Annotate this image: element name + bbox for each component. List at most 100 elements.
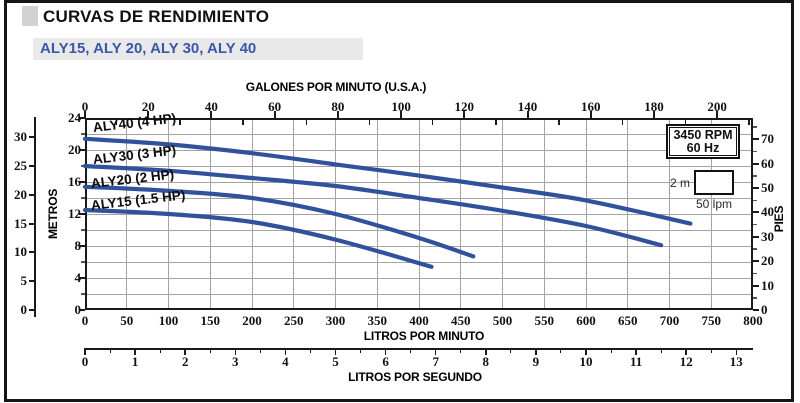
gpm-minor-tick [558, 120, 560, 125]
gpm-major-tick [147, 111, 150, 118]
gpm-tick-label: 80 [331, 99, 345, 114]
gpm-minor-tick [115, 120, 118, 125]
lpm-tick-label: 400 [409, 313, 429, 328]
lps-tick-label: 8 [482, 354, 490, 369]
gpm-minor-tick [495, 120, 497, 125]
metros-tick-label: 20 [68, 142, 81, 157]
curve-label-aly40: ALY40 (4 HP) [92, 110, 177, 135]
lps-major-tick [284, 348, 287, 355]
gpm-major-tick [652, 111, 655, 118]
gridline-horizontal [85, 165, 753, 167]
axis-title-gpm: GALONES POR MINUTO (U.S.A.) [245, 80, 427, 94]
metros-minor-tick [81, 261, 85, 263]
lpm-tick-label: 350 [367, 313, 388, 328]
gpm-major-tick [336, 111, 339, 118]
metros-major-tick [79, 181, 85, 183]
lps-major-tick [134, 348, 136, 355]
figure-border [4, 0, 794, 402]
lps-major-tick [334, 348, 337, 355]
lps-major-tick [485, 348, 487, 355]
gridline-horizontal [85, 277, 753, 279]
gpm-major-tick [400, 111, 403, 118]
lps-tick-label: 6 [382, 354, 389, 369]
lps-tick-label: 10 [579, 354, 593, 369]
lps-major-tick [84, 348, 86, 355]
pump-curve-aly15 [82, 207, 434, 269]
gpm-tick-label: 120 [454, 99, 475, 114]
pies-tick-label: 70 [761, 131, 774, 147]
lps-minor-tick [259, 348, 261, 353]
lpm-tick-label: 100 [158, 313, 179, 328]
lpm-tick-label: 800 [743, 313, 763, 328]
lps-minor-tick [710, 348, 712, 353]
metros-tick-label: 12 [68, 206, 81, 221]
gpm-major-tick [463, 111, 466, 118]
outer-scale-tick [29, 280, 35, 283]
lps-major-tick [384, 348, 387, 355]
lpm-tick-label: 700 [659, 313, 680, 328]
metros-tick-label: 8 [74, 238, 82, 253]
pies-major-tick [753, 260, 759, 263]
lpm-tick-label: 500 [492, 313, 513, 328]
metros-major-tick [79, 117, 85, 119]
axis-title-lps: LITROS POR SEGUNDO [348, 370, 482, 384]
pies-tick-label: 50 [761, 180, 774, 196]
metros-major-tick [79, 309, 85, 311]
metros-major-tick [79, 245, 85, 247]
lps-minor-tick [360, 348, 362, 353]
outer-scale-label: 15 [14, 215, 27, 231]
lps-minor-tick [109, 348, 111, 353]
lps-major-tick [585, 348, 587, 355]
lps-minor-tick [410, 348, 412, 353]
pies-minor-tick [753, 248, 757, 250]
lps-minor-tick [460, 348, 462, 353]
pies-minor-tick [753, 297, 757, 299]
pies-major-tick [753, 235, 759, 238]
lps-tick-label: 13 [729, 354, 743, 369]
grid-scale-height-label: 2 m [669, 176, 690, 190]
gpm-major-tick [84, 111, 86, 118]
rpm-box: 3450 RPM 60 Hz [666, 124, 740, 159]
metros-tick-label: 16 [68, 174, 81, 189]
lps-major-tick [685, 348, 687, 355]
gpm-minor-tick [431, 120, 434, 125]
lps-major-tick [635, 348, 637, 355]
grid-scale-legend-box [694, 170, 734, 195]
gridline-horizontal [85, 245, 753, 247]
curve-label-aly30: ALY30 (3 HP) [92, 142, 177, 167]
rpm-value: 3450 RPM [673, 127, 733, 142]
gpm-tick-label: 20 [141, 99, 155, 114]
gpm-major-tick [210, 111, 213, 118]
metros-minor-tick [81, 229, 85, 231]
gridline-horizontal [85, 149, 753, 151]
lps-major-tick [234, 348, 237, 355]
gpm-tick-label: 60 [268, 99, 282, 114]
gpm-tick-label: 180 [644, 99, 664, 114]
outer-scale-line [34, 117, 36, 317]
pies-tick-label: 10 [761, 277, 774, 293]
gpm-minor-tick [684, 120, 687, 125]
outer-scale-tick [29, 136, 35, 138]
lpm-tick-label: 0 [81, 313, 89, 328]
pies-major-tick [753, 284, 759, 287]
lps-minor-tick [560, 348, 562, 353]
gridline-horizontal [85, 181, 753, 183]
pies-tick-label: 0 [761, 302, 768, 317]
gpm-tick-label: 140 [517, 99, 538, 114]
title-bullet-square [22, 6, 38, 26]
lps-minor-tick [209, 348, 211, 353]
outer-scale-label: 30 [14, 129, 27, 144]
gpm-major-tick [716, 111, 719, 118]
plot-frame [85, 118, 753, 310]
gpm-minor-tick [305, 120, 307, 125]
gpm-minor-tick [368, 120, 371, 125]
models-subtitle-strip [33, 38, 363, 60]
lps-tick-label: 12 [679, 354, 693, 369]
gpm-minor-tick [621, 120, 624, 125]
curve-label-aly15: ALY15 (1.5 HP) [90, 187, 187, 213]
outer-scale-label: 5 [20, 273, 28, 289]
outer-scale-tick [29, 164, 35, 167]
curve-label-aly20: ALY20 (2 HP) [90, 166, 175, 191]
models-subtitle: ALY15, ALY 20, ALY 30, ALY 40 [40, 40, 257, 57]
lpm-tick-label: 300 [325, 313, 346, 328]
